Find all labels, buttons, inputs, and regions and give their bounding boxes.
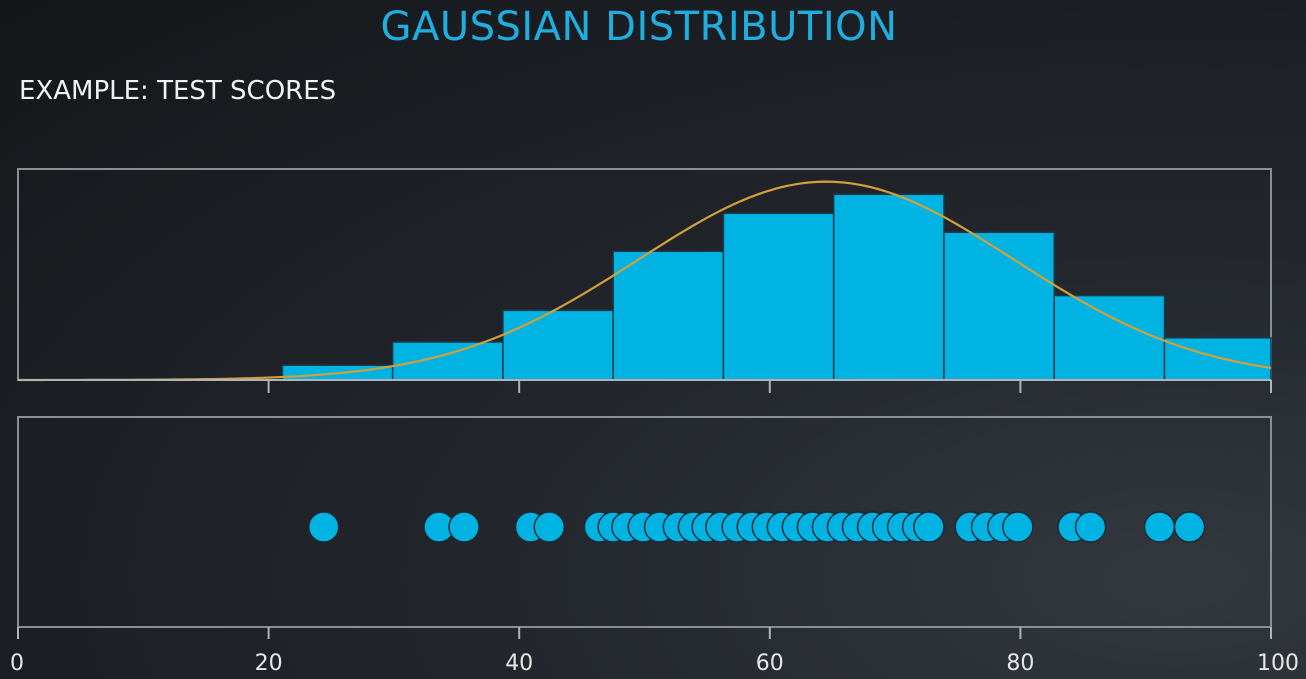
gaussian-curve: [18, 180, 1272, 382]
histogram-bar: [832, 193, 945, 381]
histogram-ticks: [267, 380, 1272, 393]
histogram-bar: [612, 250, 725, 381]
x-axis-tick-label: 80: [1006, 651, 1034, 676]
x-axis-ticks: [17, 627, 1272, 639]
chart-title: GAUSSIAN DISTRIBUTION: [380, 4, 898, 50]
score-dot: [1143, 511, 1176, 543]
histogram-bar: [1163, 337, 1272, 381]
histogram-bar: [391, 341, 504, 381]
score-dot: [448, 511, 480, 543]
x-axis-tick-label: 20: [255, 651, 283, 676]
chart-subtitle: EXAMPLE: TEST SCORES: [19, 76, 337, 106]
histogram-bar: [722, 212, 835, 381]
histogram-bar: [943, 231, 1055, 381]
x-axis-labels: 0 20 40 60 80 100: [10, 651, 1299, 676]
histogram-bar: [1053, 294, 1166, 381]
x-axis-tick-label: 0: [10, 651, 24, 676]
score-dot: [913, 511, 945, 543]
x-axis-tick-label: 40: [505, 651, 533, 676]
score-dot: [1002, 511, 1034, 543]
score-dot: [533, 511, 566, 543]
score-dot: [1074, 511, 1107, 543]
scatter-panel: [17, 416, 1272, 628]
score-dot: [307, 511, 340, 543]
score-dot: [1173, 511, 1206, 543]
x-axis-tick-label: 100: [1257, 651, 1299, 676]
x-axis-tick-label: 60: [756, 651, 784, 676]
histogram-bars: [281, 193, 1272, 381]
score-dots: [307, 511, 1206, 543]
histogram-bar: [502, 309, 614, 381]
